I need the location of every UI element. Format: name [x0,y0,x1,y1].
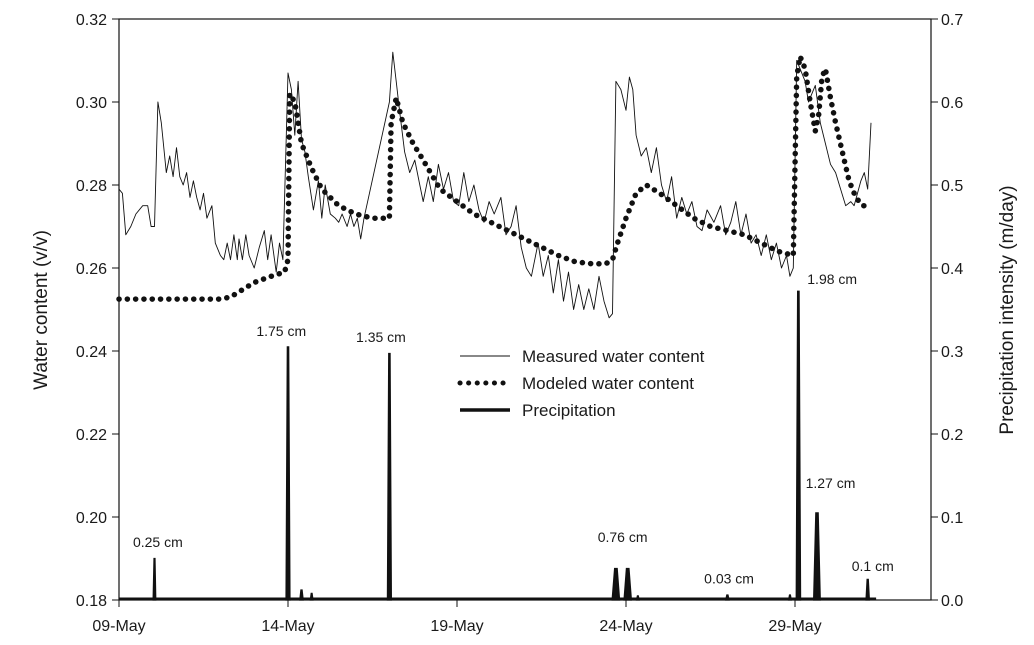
y-right-tick-label: 0.1 [941,510,963,527]
y-axis-left: 0.18 0.20 0.22 0.24 0.26 0.28 0.30 0.32 [76,12,119,610]
precipitation-amount-label: 0.1 cm [852,558,894,574]
annotations: 0.25 cm 1.75 cm 1.35 cm 0.76 cm 0.03 cm 1.98 … [133,271,894,587]
modeled-water-content-line [116,46,868,302]
y-left-tick-label: 0.26 [76,261,107,278]
measured-series [118,51,872,319]
precipitation-spike [611,567,621,601]
y-axis-right: 0.0 0.1 0.2 0.3 0.4 0.5 0.6 0.7 [931,12,963,610]
y-right-tick-label: 0.0 [941,593,963,610]
legend: Measured water content Modeled water con… [457,347,705,420]
x-tick-label: 29-May [768,618,821,635]
x-tick-label: 14-May [261,618,314,635]
precipitation-amount-label: 1.98 cm [807,271,857,287]
legend-label-measured: Measured water content [522,347,705,366]
precipitation-spike [724,594,730,601]
precipitation-amount-label: 0.25 cm [133,534,183,550]
x-tick-label: 19-May [430,618,483,635]
precipitation-amount-label: 1.35 cm [356,329,406,345]
precipitation-spike [299,589,304,601]
x-tick-label: 24-May [599,618,652,635]
x-axis: 09-May 14-May 19-May 24-May 29-May [92,600,822,635]
y-left-tick-label: 0.28 [76,178,107,195]
y-right-tick-label: 0.7 [941,12,963,29]
precipitation-amount-label: 1.27 cm [806,475,856,491]
measured-water-content-line [118,51,872,319]
y-right-tick-label: 0.4 [941,261,963,278]
modeled-series [116,46,868,302]
precipitation-amount-label: 0.76 cm [598,529,648,545]
y-left-tick-label: 0.18 [76,593,107,610]
y-axis-left-title: Water content (v/v) [31,230,52,390]
y-right-tick-label: 0.6 [941,95,963,112]
precipitation-spike [787,594,793,601]
y-axis-right-title: Precipitation intensity (m/day) [997,185,1018,434]
y-left-tick-label: 0.24 [76,344,107,361]
precipitation-series [119,290,877,601]
precipitation-spike [623,567,633,601]
y-left-tick-label: 0.32 [76,12,107,29]
x-tick-label: 09-May [92,618,145,635]
y-right-tick-label: 0.5 [941,178,963,195]
y-right-tick-label: 0.3 [941,344,963,361]
y-left-tick-label: 0.20 [76,510,107,527]
precipitation-spike [795,290,802,601]
precipitation-spike [635,595,640,601]
precipitation-amount-label: 0.03 cm [704,570,754,586]
y-right-tick-label: 0.2 [941,427,963,444]
precipitation-spike [285,346,291,601]
y-left-tick-label: 0.30 [76,95,107,112]
precipitation-spike [309,592,314,601]
precipitation-amount-label: 1.75 cm [256,323,306,339]
precipitation-spike [865,578,871,601]
precipitation-spike [386,352,393,601]
precipitation-spike [812,512,821,601]
y-left-tick-label: 0.22 [76,427,107,444]
legend-label-modeled: Modeled water content [522,374,694,393]
legend-label-precipitation: Precipitation [522,401,616,420]
precipitation-spike [152,557,157,601]
